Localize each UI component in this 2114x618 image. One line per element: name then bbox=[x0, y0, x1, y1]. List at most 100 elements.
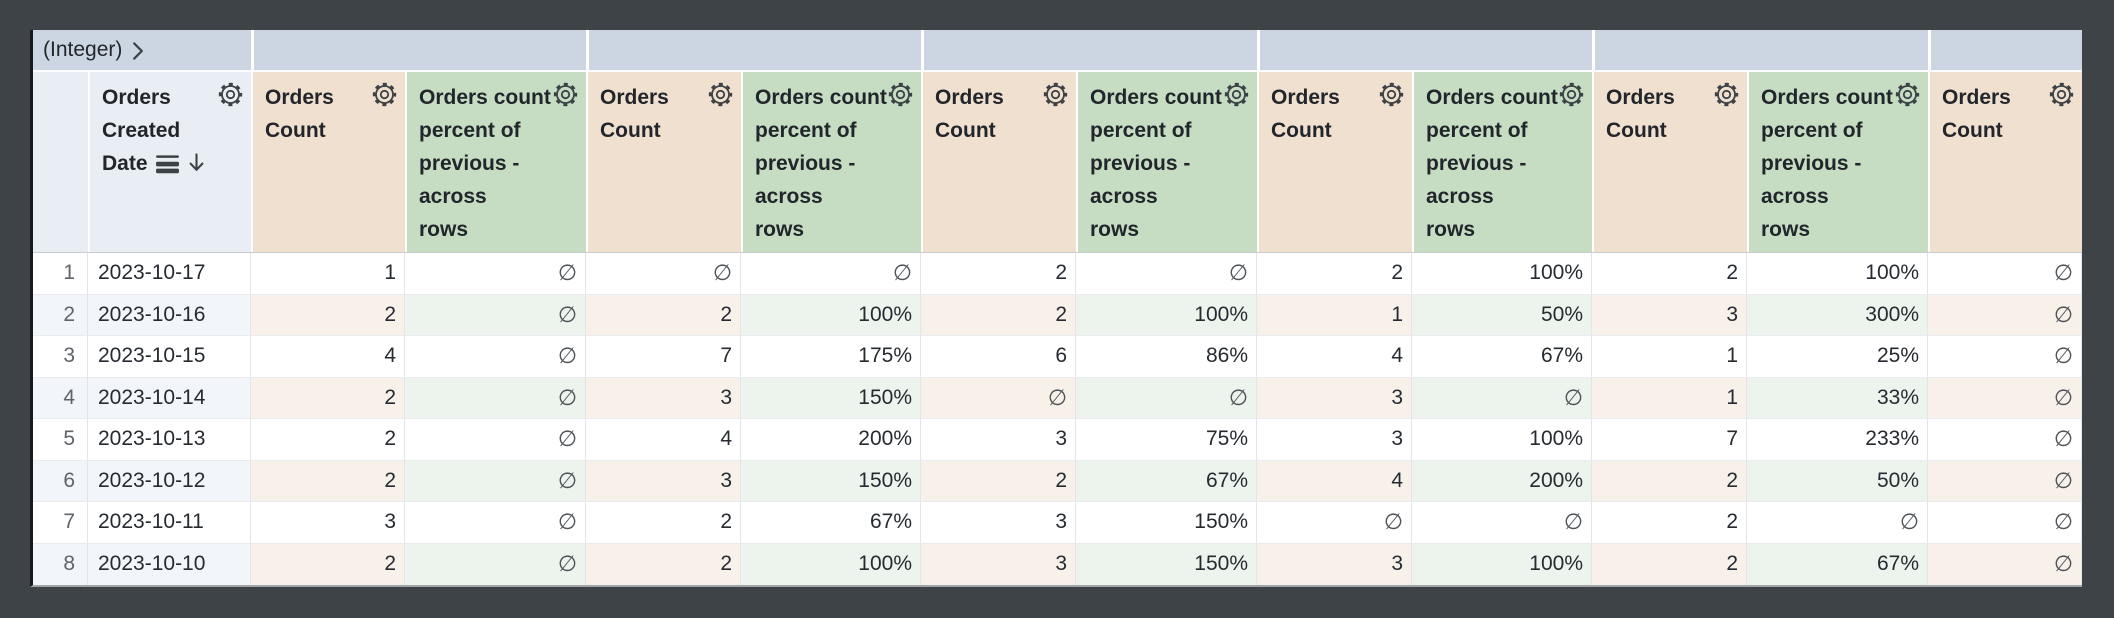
value-cell[interactable]: 3 bbox=[251, 502, 405, 543]
value-cell[interactable]: 2 bbox=[921, 253, 1076, 294]
null-value-cell[interactable]: ∅ bbox=[1412, 377, 1592, 418]
null-value-cell[interactable]: ∅ bbox=[405, 377, 586, 418]
value-cell[interactable]: 2 bbox=[251, 419, 405, 460]
column-header-orders-count-percent-of-previous-3[interactable]: Orders count percent of previous - acros… bbox=[1076, 72, 1257, 252]
value-cell[interactable]: 1 bbox=[1257, 294, 1412, 335]
null-value-cell[interactable]: ∅ bbox=[586, 253, 741, 294]
value-cell[interactable]: 2 bbox=[586, 294, 741, 335]
value-cell[interactable]: 175% bbox=[741, 336, 921, 377]
value-cell[interactable]: 1 bbox=[1592, 377, 1747, 418]
null-value-cell[interactable]: ∅ bbox=[405, 460, 586, 501]
column-header-orders-created-date[interactable]: Orders Created Date bbox=[88, 72, 251, 252]
gear-icon[interactable] bbox=[1557, 80, 1586, 109]
value-cell[interactable]: 25% bbox=[1747, 336, 1928, 377]
date-cell[interactable]: 2023-10-14 bbox=[88, 377, 251, 418]
null-value-cell[interactable]: ∅ bbox=[405, 419, 586, 460]
value-cell[interactable]: 2 bbox=[586, 543, 741, 585]
value-cell[interactable]: 3 bbox=[1592, 294, 1747, 335]
pivot-field-label[interactable]: (Integer) bbox=[33, 36, 151, 64]
gear-icon[interactable] bbox=[216, 80, 245, 109]
value-cell[interactable]: 100% bbox=[1412, 543, 1592, 585]
date-cell[interactable]: 2023-10-13 bbox=[88, 419, 251, 460]
null-value-cell[interactable]: ∅ bbox=[921, 377, 1076, 418]
value-cell[interactable]: 1 bbox=[251, 253, 405, 294]
value-cell[interactable]: 3 bbox=[586, 377, 741, 418]
value-cell[interactable]: 100% bbox=[741, 543, 921, 585]
date-cell[interactable]: 2023-10-12 bbox=[88, 460, 251, 501]
column-header-orders-count-percent-of-previous-1[interactable]: Orders count percent of previous - acros… bbox=[405, 72, 586, 252]
value-cell[interactable]: 2 bbox=[1257, 253, 1412, 294]
value-cell[interactable]: 2 bbox=[251, 543, 405, 585]
null-value-cell[interactable]: ∅ bbox=[1076, 253, 1257, 294]
value-cell[interactable]: 100% bbox=[1076, 294, 1257, 335]
null-value-cell[interactable]: ∅ bbox=[1747, 502, 1928, 543]
value-cell[interactable]: 86% bbox=[1076, 336, 1257, 377]
value-cell[interactable]: 200% bbox=[1412, 460, 1592, 501]
value-cell[interactable]: 3 bbox=[586, 460, 741, 501]
value-cell[interactable]: 2 bbox=[586, 502, 741, 543]
value-cell[interactable]: 3 bbox=[1257, 543, 1412, 585]
null-value-cell[interactable]: ∅ bbox=[405, 336, 586, 377]
value-cell[interactable]: 3 bbox=[1257, 377, 1412, 418]
value-cell[interactable]: 3 bbox=[921, 502, 1076, 543]
value-cell[interactable]: 2 bbox=[1592, 460, 1747, 501]
null-value-cell[interactable]: ∅ bbox=[405, 502, 586, 543]
value-cell[interactable]: 3 bbox=[1257, 419, 1412, 460]
value-cell[interactable]: 2 bbox=[251, 460, 405, 501]
column-header-orders-count-4[interactable]: Orders Count bbox=[1257, 72, 1412, 252]
value-cell[interactable]: 2 bbox=[1592, 253, 1747, 294]
value-cell[interactable]: 67% bbox=[1747, 543, 1928, 585]
gear-icon[interactable] bbox=[886, 80, 915, 109]
gear-icon[interactable] bbox=[1377, 80, 1406, 109]
value-cell[interactable]: 1 bbox=[1592, 336, 1747, 377]
value-cell[interactable]: 7 bbox=[586, 336, 741, 377]
value-cell[interactable]: 3 bbox=[921, 543, 1076, 585]
value-cell[interactable]: 150% bbox=[741, 377, 921, 418]
value-cell[interactable]: 100% bbox=[1412, 253, 1592, 294]
value-cell[interactable]: 6 bbox=[921, 336, 1076, 377]
value-cell[interactable]: 50% bbox=[1747, 460, 1928, 501]
value-cell[interactable]: 150% bbox=[1076, 543, 1257, 585]
null-value-cell[interactable]: ∅ bbox=[1412, 502, 1592, 543]
value-cell[interactable]: 200% bbox=[741, 419, 921, 460]
value-cell[interactable]: 7 bbox=[1592, 419, 1747, 460]
null-value-cell[interactable]: ∅ bbox=[1928, 460, 2082, 501]
value-cell[interactable]: 67% bbox=[1412, 336, 1592, 377]
value-cell[interactable]: 150% bbox=[741, 460, 921, 501]
gear-icon[interactable] bbox=[706, 80, 735, 109]
value-cell[interactable]: 100% bbox=[1412, 419, 1592, 460]
null-value-cell[interactable]: ∅ bbox=[1928, 253, 2082, 294]
value-cell[interactable]: 2 bbox=[921, 294, 1076, 335]
column-header-orders-count-5[interactable]: Orders Count bbox=[1592, 72, 1747, 252]
value-cell[interactable]: 4 bbox=[1257, 336, 1412, 377]
gear-icon[interactable] bbox=[370, 80, 399, 109]
date-cell[interactable]: 2023-10-11 bbox=[88, 502, 251, 543]
gear-icon[interactable] bbox=[1893, 80, 1922, 109]
value-cell[interactable]: 300% bbox=[1747, 294, 1928, 335]
gear-icon[interactable] bbox=[1712, 80, 1741, 109]
value-cell[interactable]: 50% bbox=[1412, 294, 1592, 335]
null-value-cell[interactable]: ∅ bbox=[1928, 502, 2082, 543]
date-cell[interactable]: 2023-10-15 bbox=[88, 336, 251, 377]
value-cell[interactable]: 233% bbox=[1747, 419, 1928, 460]
null-value-cell[interactable]: ∅ bbox=[1928, 377, 2082, 418]
column-header-orders-count-percent-of-previous-5[interactable]: Orders count percent of previous - acros… bbox=[1747, 72, 1928, 252]
value-cell[interactable]: 2 bbox=[1592, 543, 1747, 585]
chevron-right-icon[interactable] bbox=[125, 38, 151, 64]
value-cell[interactable]: 3 bbox=[921, 419, 1076, 460]
null-value-cell[interactable]: ∅ bbox=[1257, 502, 1412, 543]
null-value-cell[interactable]: ∅ bbox=[405, 543, 586, 585]
value-cell[interactable]: 2 bbox=[251, 294, 405, 335]
column-header-orders-count-2[interactable]: Orders Count bbox=[586, 72, 741, 252]
null-value-cell[interactable]: ∅ bbox=[405, 294, 586, 335]
column-header-orders-count-6[interactable]: Orders Count bbox=[1928, 72, 2082, 252]
value-cell[interactable]: 67% bbox=[1076, 460, 1257, 501]
value-cell[interactable]: 4 bbox=[251, 336, 405, 377]
gear-icon[interactable] bbox=[1041, 80, 1070, 109]
value-cell[interactable]: 4 bbox=[1257, 460, 1412, 501]
column-header-orders-count-1[interactable]: Orders Count bbox=[251, 72, 405, 252]
null-value-cell[interactable]: ∅ bbox=[1928, 294, 2082, 335]
date-cell[interactable]: 2023-10-17 bbox=[88, 253, 251, 294]
null-value-cell[interactable]: ∅ bbox=[1076, 377, 1257, 418]
null-value-cell[interactable]: ∅ bbox=[1928, 336, 2082, 377]
